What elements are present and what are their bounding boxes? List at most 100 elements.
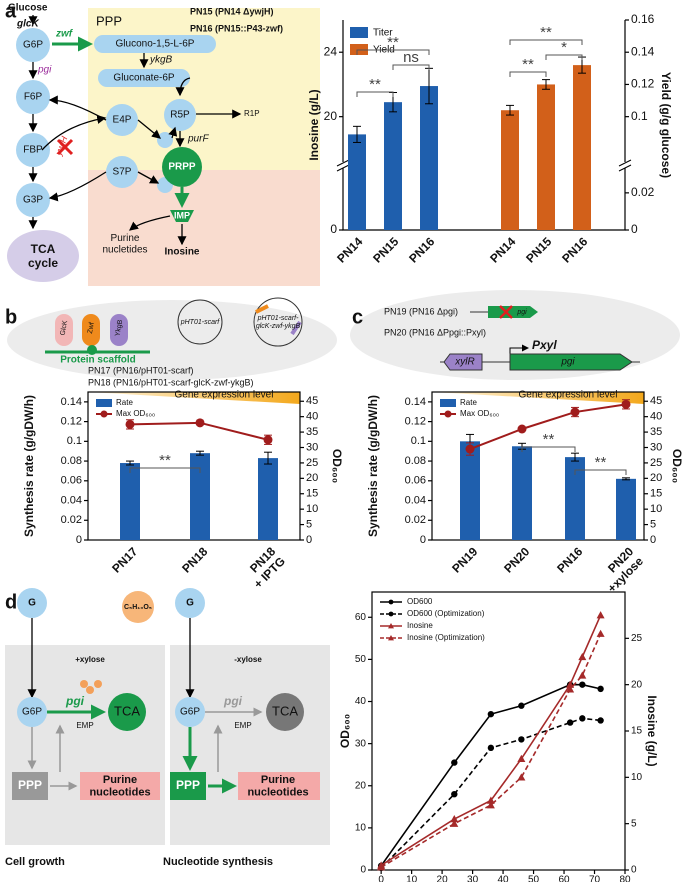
gradient-bar	[432, 392, 644, 404]
y-tick-label: 20	[355, 780, 367, 791]
marker	[487, 744, 495, 752]
label: Nucleotide synthesis	[163, 856, 273, 868]
y2-tick-label: 5	[631, 818, 637, 829]
significance-bracket	[509, 39, 583, 45]
x-tick-label: PN19	[449, 544, 480, 575]
significance-label: **	[522, 56, 534, 73]
y2-tick-label: 30	[306, 441, 318, 453]
significance-label: **	[387, 34, 399, 51]
label: glcK	[16, 19, 39, 30]
y-tick-label: 0.04	[61, 494, 82, 506]
x-tick-label: PN20+xylose	[595, 544, 646, 595]
label: F6P	[24, 92, 43, 103]
marker	[578, 671, 587, 679]
y-tick-label: 0.1	[67, 435, 82, 447]
y2-tick-label: 20	[631, 679, 643, 690]
marker	[377, 863, 386, 871]
y-tick-label: 0.02	[405, 514, 426, 526]
label: G6P	[22, 707, 42, 718]
x-tick-label: PN20	[501, 544, 532, 575]
y2-tick-label: 25	[631, 633, 643, 644]
label: EMP	[76, 721, 93, 730]
legend-marker	[444, 410, 452, 418]
label: R1P	[244, 109, 260, 118]
y-tick-label: 0.08	[61, 455, 82, 467]
label: PN20 (PN16 ΔPpgi::Pxyl)	[384, 327, 486, 337]
bar	[460, 441, 480, 540]
line	[380, 614, 602, 867]
y2-tick-label: 35	[650, 426, 662, 438]
marker	[486, 801, 495, 809]
legend-label: OD600 (Optimization)	[407, 609, 485, 618]
marker	[263, 435, 273, 445]
marker	[487, 710, 495, 718]
label: Protein scaffold	[60, 355, 136, 366]
label: Glucono-1,5-L-6P	[116, 39, 195, 50]
marker	[195, 418, 205, 428]
label: pHT01-scarf	[180, 319, 221, 326]
axes	[342, 20, 626, 231]
y-tick-label: 0.1	[411, 435, 426, 447]
x-tick-label: 20	[437, 875, 449, 882]
y2-tick-label: 0	[631, 865, 637, 876]
significance-bracket	[356, 49, 430, 55]
pathway-a	[7, 8, 320, 286]
bar	[420, 86, 438, 230]
y-tick-label: 0.02	[61, 514, 82, 526]
y2-axis-label: OD₆₀₀	[330, 449, 344, 483]
marker	[517, 424, 527, 434]
marker	[451, 759, 458, 766]
y-tick-label: 0.06	[405, 475, 426, 487]
label: PPP	[96, 13, 122, 28]
significance-bracket	[574, 469, 627, 475]
x-tick-label: PN15	[370, 234, 401, 265]
marker	[597, 717, 604, 724]
bar	[573, 65, 591, 230]
y-tick-label: 10	[355, 823, 367, 834]
significance-label: ns	[403, 49, 419, 66]
legend-label: Max OD₆₀₀	[116, 409, 155, 418]
marker	[388, 635, 394, 641]
label: PN16 (PN15::P43-zwf)	[190, 23, 283, 33]
y2-tick-label: 0.16	[631, 12, 655, 26]
y2-tick-label: 0.1	[631, 109, 648, 123]
label: G6P	[180, 707, 200, 718]
label: IMP	[174, 210, 190, 220]
legend-label: Inosine	[407, 621, 433, 630]
marker	[596, 629, 605, 637]
axis-break	[336, 159, 350, 172]
y-tick-label: 50	[355, 654, 367, 665]
bar	[190, 453, 210, 540]
label: EMP	[234, 721, 251, 730]
y-axis-label: OD₆₀₀	[338, 714, 352, 748]
y2-tick-label: 30	[650, 441, 662, 453]
label: PN18 (PN16/pHT01-scarf-glcK-zwf-ykgB)	[88, 377, 254, 387]
marker	[518, 702, 525, 709]
label: Inosine	[164, 247, 199, 258]
y2-tick-label: 25	[650, 457, 662, 469]
x-tick-label: 60	[558, 875, 570, 882]
label: R5P	[170, 110, 190, 121]
label: ykgB	[149, 55, 173, 66]
y-tick-label: 40	[355, 696, 367, 707]
x-tick-label: PN18+ IPTG	[241, 544, 288, 591]
y-tick-label: 60	[355, 612, 367, 623]
label: c	[352, 306, 363, 328]
y2-axis-label: Yield (g/g glucose)	[659, 72, 673, 178]
y-tick-label: 20	[324, 109, 338, 123]
y-tick-label: 0	[420, 534, 426, 546]
label: +xylose	[75, 655, 105, 664]
significance-label: *	[561, 39, 567, 56]
y2-tick-label: 0	[650, 534, 656, 546]
significance-label: **	[159, 452, 171, 469]
y2-tick-label: 5	[306, 518, 312, 530]
marker	[579, 715, 586, 722]
label: TCA	[272, 703, 298, 718]
label: pHT01-scarf-glcK-zwf-ykgB	[256, 315, 301, 330]
label: pgi	[65, 694, 85, 708]
bar	[501, 110, 519, 230]
y-tick-label: 0	[76, 534, 82, 546]
x-tick-label: 70	[589, 875, 601, 882]
label: GlcK	[60, 320, 70, 336]
y2-tick-label: 40	[306, 411, 318, 423]
